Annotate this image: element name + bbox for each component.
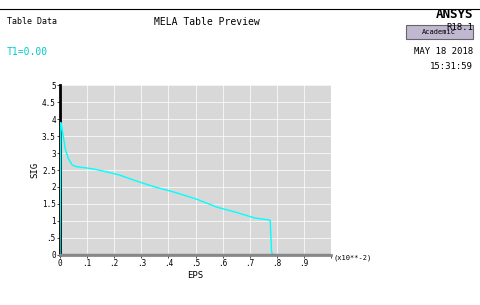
Text: Table Data: Table Data [7, 17, 57, 26]
Text: ANSYS: ANSYS [435, 8, 473, 21]
Text: MAY 18 2018: MAY 18 2018 [414, 47, 473, 56]
FancyBboxPatch shape [406, 25, 473, 39]
Text: 15:31:59: 15:31:59 [430, 62, 473, 71]
Text: MELA Table Preview: MELA Table Preview [154, 17, 259, 27]
Text: R18.1: R18.1 [446, 23, 473, 32]
Text: T1=0.00: T1=0.00 [7, 47, 48, 57]
Text: (x10**-2): (x10**-2) [334, 254, 372, 261]
Y-axis label: SIG: SIG [30, 162, 39, 178]
Text: Academic: Academic [422, 29, 456, 35]
X-axis label: EPS: EPS [188, 271, 204, 280]
